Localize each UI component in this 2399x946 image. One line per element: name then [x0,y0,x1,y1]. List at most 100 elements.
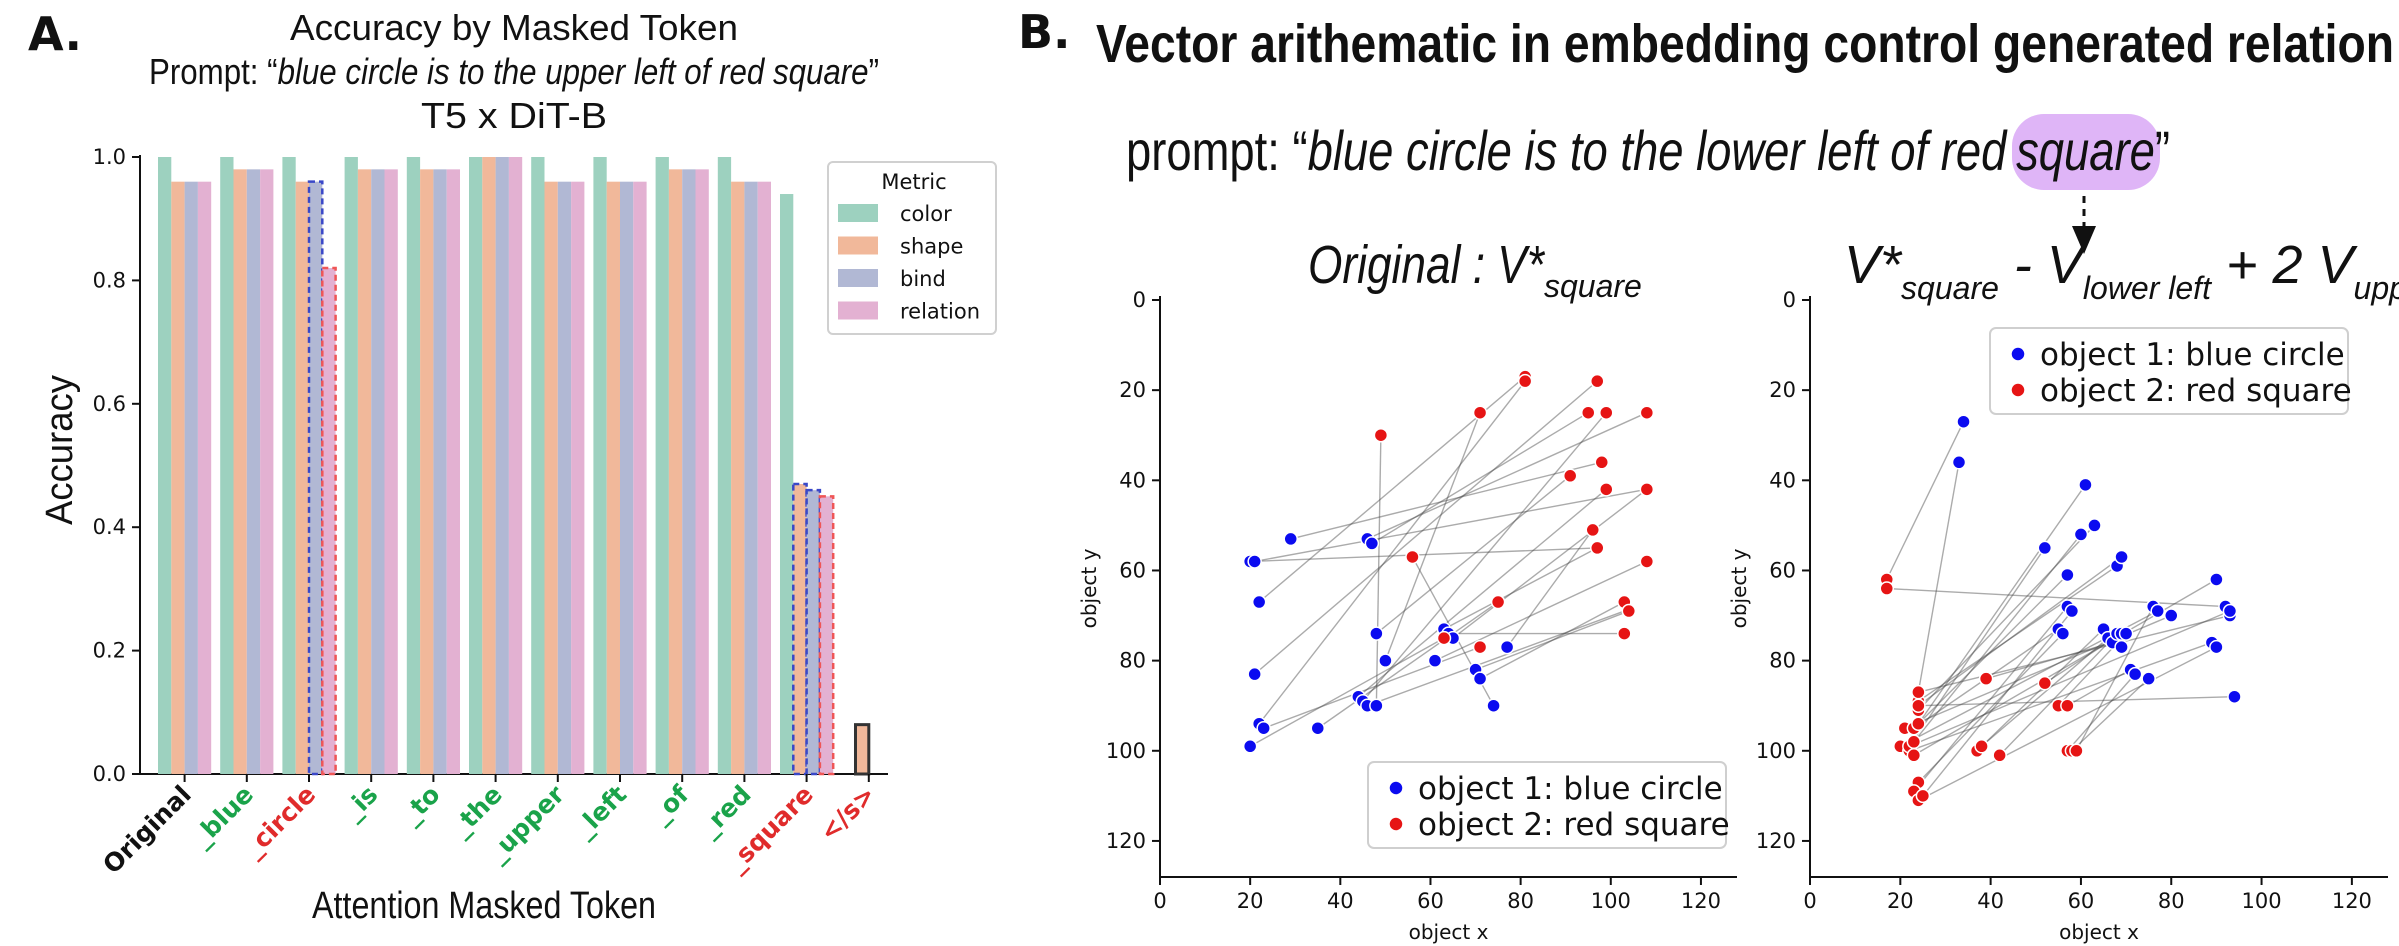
blue-circle-point-3 [2060,567,2075,583]
bar-shape-3 [357,169,372,775]
bar-shape-0 [171,181,185,774]
right-title-v1: V* [1844,235,1903,295]
panel-a-letter: A. [28,7,82,61]
red-square-point-20 [1978,671,1994,686]
blue-circle-point-2 [2037,540,2053,556]
link-line-11 [1922,610,2073,797]
scatter-legend-label-0: object 1: blue circle [1418,771,1723,807]
bar-color-10 [780,194,794,774]
right-title-sub1: square [1901,270,1999,306]
bar-relation-10 [818,495,835,776]
prompt-text: blue circle is to the lower left of red [1308,119,2008,182]
y-tick-label: 0 [1783,288,1796,312]
legend-swatch-shape [838,236,878,255]
link-line-26 [1918,646,2217,801]
bar-relation-2 [321,266,337,776]
x-tick-label-8: _of [645,779,695,829]
y-tick-label: 120 [1106,829,1146,853]
bar-color-9 [717,157,732,774]
blue-circle-point-19 [2118,626,2134,641]
bar-chart-axes: 0.0 0.2 0.4 0.6 0.8 1.0 [93,145,888,786]
chart-a-xlabel: Attention Masked Token [312,885,656,927]
blue-circle-point-23 [1486,698,1501,713]
link-line-15 [1999,633,2118,756]
legend-label-bind: bind [900,267,946,291]
link-line-5 [1917,524,2095,711]
blue-circle-point-22 [1472,671,1488,686]
x-tick-label-7: _left [569,780,633,844]
link-line-4 [1917,484,2087,725]
link-line-15 [1475,610,1630,671]
blue-circle-point-12 [2064,603,2080,619]
bar-color-5 [469,157,483,774]
bar-bind-7 [620,181,634,774]
bar-bind-0 [184,181,198,774]
x-tick-label: 20 [1887,889,1914,913]
x-tick-label: 80 [1507,889,1534,913]
link-line-29 [1918,695,2235,707]
panel-b-title: Vector arithematic in embedding control … [1096,14,2394,74]
y-tick-label: 0.6 [93,392,126,416]
x-tick-label: 100 [1591,889,1631,913]
bar-relation-7 [633,181,647,774]
bar-relation-4 [446,169,460,775]
legend-label-relation: relation [900,300,980,324]
y-tick-label: 0.2 [93,639,126,663]
blue-circle-point-21 [2127,666,2143,682]
blue-circle-point-1 [1247,554,1262,569]
link-line-28 [1918,614,2231,693]
scatter-left: 0 20 40 60 80 100 120 0 20 40 60 80 100 120 object x ob… [1077,288,1737,944]
prompt-highlight-box [2012,114,2160,190]
blue-circle-point-24 [2150,603,2165,619]
blue-circle-point-16 [1378,653,1393,668]
red-square-point-19 [1974,739,1989,754]
link-line-9 [1371,412,1589,545]
y-tick-label: 20 [1119,378,1146,402]
red-square-point-9 [1911,716,1926,731]
blue-circle-point-14 [1364,536,1380,551]
bar-relation-6 [571,181,585,774]
link-line-14 [1452,488,1648,639]
right-title-plus: + 2 V [2211,235,2359,295]
blue-circle-point-10 [2055,626,2071,641]
link-line-21 [1263,646,1481,729]
link-line-11 [1384,412,1481,661]
red-square-point-5 [1490,594,1506,610]
scatter-xlabel: object x [2059,920,2139,944]
red-square-point-15 [1599,405,1614,420]
legend-swatch-color [838,204,878,222]
link-line-19 [2066,673,2136,752]
red-square-point-12 [1590,373,1605,389]
link-line-13 [1443,547,1598,630]
link-line-12 [1976,628,2105,752]
red-square-point-12 [1911,684,1926,700]
x-tick-label: 20 [1237,889,1264,913]
x-tick-label-11: </s> [814,780,881,847]
link-line-3 [1254,488,1647,563]
prompt-highlight-word: square [2016,119,2155,182]
link-line-0 [1258,380,1526,725]
link-line-9 [1917,633,2064,783]
bar-shape-6 [544,181,558,774]
bar-color-8 [655,157,669,774]
red-square-point-17 [1915,788,1931,804]
blue-circle-point-2 [1251,594,1267,610]
link-line-25 [1913,578,2217,756]
x-tick-label: 100 [2242,889,2282,913]
red-square-point-0 [1373,427,1389,443]
blue-circle-point-18 [2114,639,2129,655]
link-line-24 [1909,641,2213,752]
red-square-point-24 [2060,698,2075,713]
red-square-point-18 [1617,626,1632,641]
bar-shape-5 [482,157,496,774]
y-tick-label: 0 [1133,288,1146,312]
y-tick-label: 40 [1769,468,1796,492]
blue-circle-point-25 [2164,608,2179,623]
y-tick-label: 60 [1119,558,1146,582]
y-tick-label: 0.8 [93,268,126,292]
red-square-point-10 [1585,522,1600,538]
bar-shape-9 [731,181,745,774]
bar-color-0 [158,157,172,774]
red-square-point-2 [1436,630,1452,646]
red-square-point-9 [1580,405,1596,420]
